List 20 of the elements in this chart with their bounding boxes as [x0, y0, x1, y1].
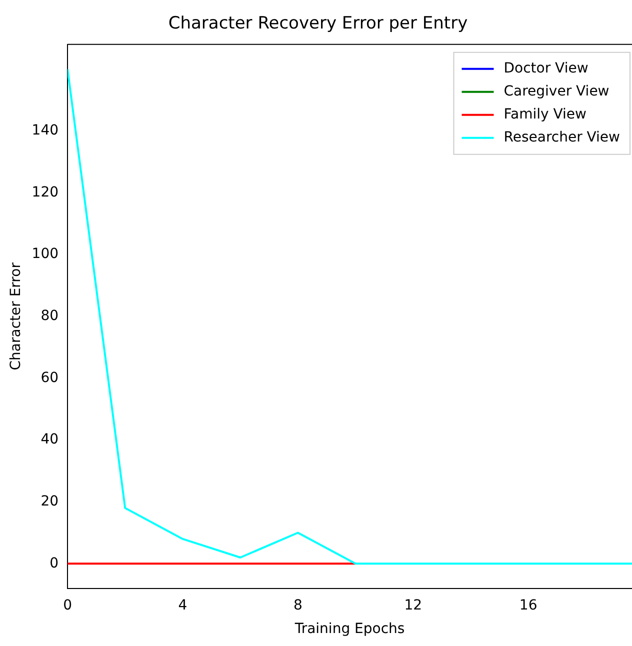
x-tick-label: 8	[293, 597, 302, 614]
x-axis-title: Training Epochs	[294, 621, 405, 638]
y-tick-label: 120	[32, 184, 59, 200]
y-axis-title: Character Error	[8, 262, 24, 370]
x-tick-label: 4	[178, 597, 188, 614]
chart-title: Character Recovery Error per Entry	[168, 14, 468, 34]
legend-label: Doctor View	[504, 60, 588, 77]
x-tick-label: 16	[519, 597, 538, 614]
legend-label: Family View	[504, 106, 586, 123]
y-tick-label: 140	[32, 122, 59, 139]
x-tick-label: 12	[404, 597, 422, 614]
x-tick-label: 0	[63, 597, 72, 614]
y-tick-label: 0	[50, 555, 59, 572]
legend-label: Caregiver View	[504, 84, 610, 100]
y-tick-label: 80	[40, 308, 59, 324]
legend-label: Researcher View	[504, 130, 620, 146]
y-tick-label: 40	[40, 432, 59, 448]
y-tick-label: 100	[32, 246, 59, 262]
y-tick-label: 20	[40, 493, 59, 510]
y-tick-label: 60	[40, 370, 59, 386]
